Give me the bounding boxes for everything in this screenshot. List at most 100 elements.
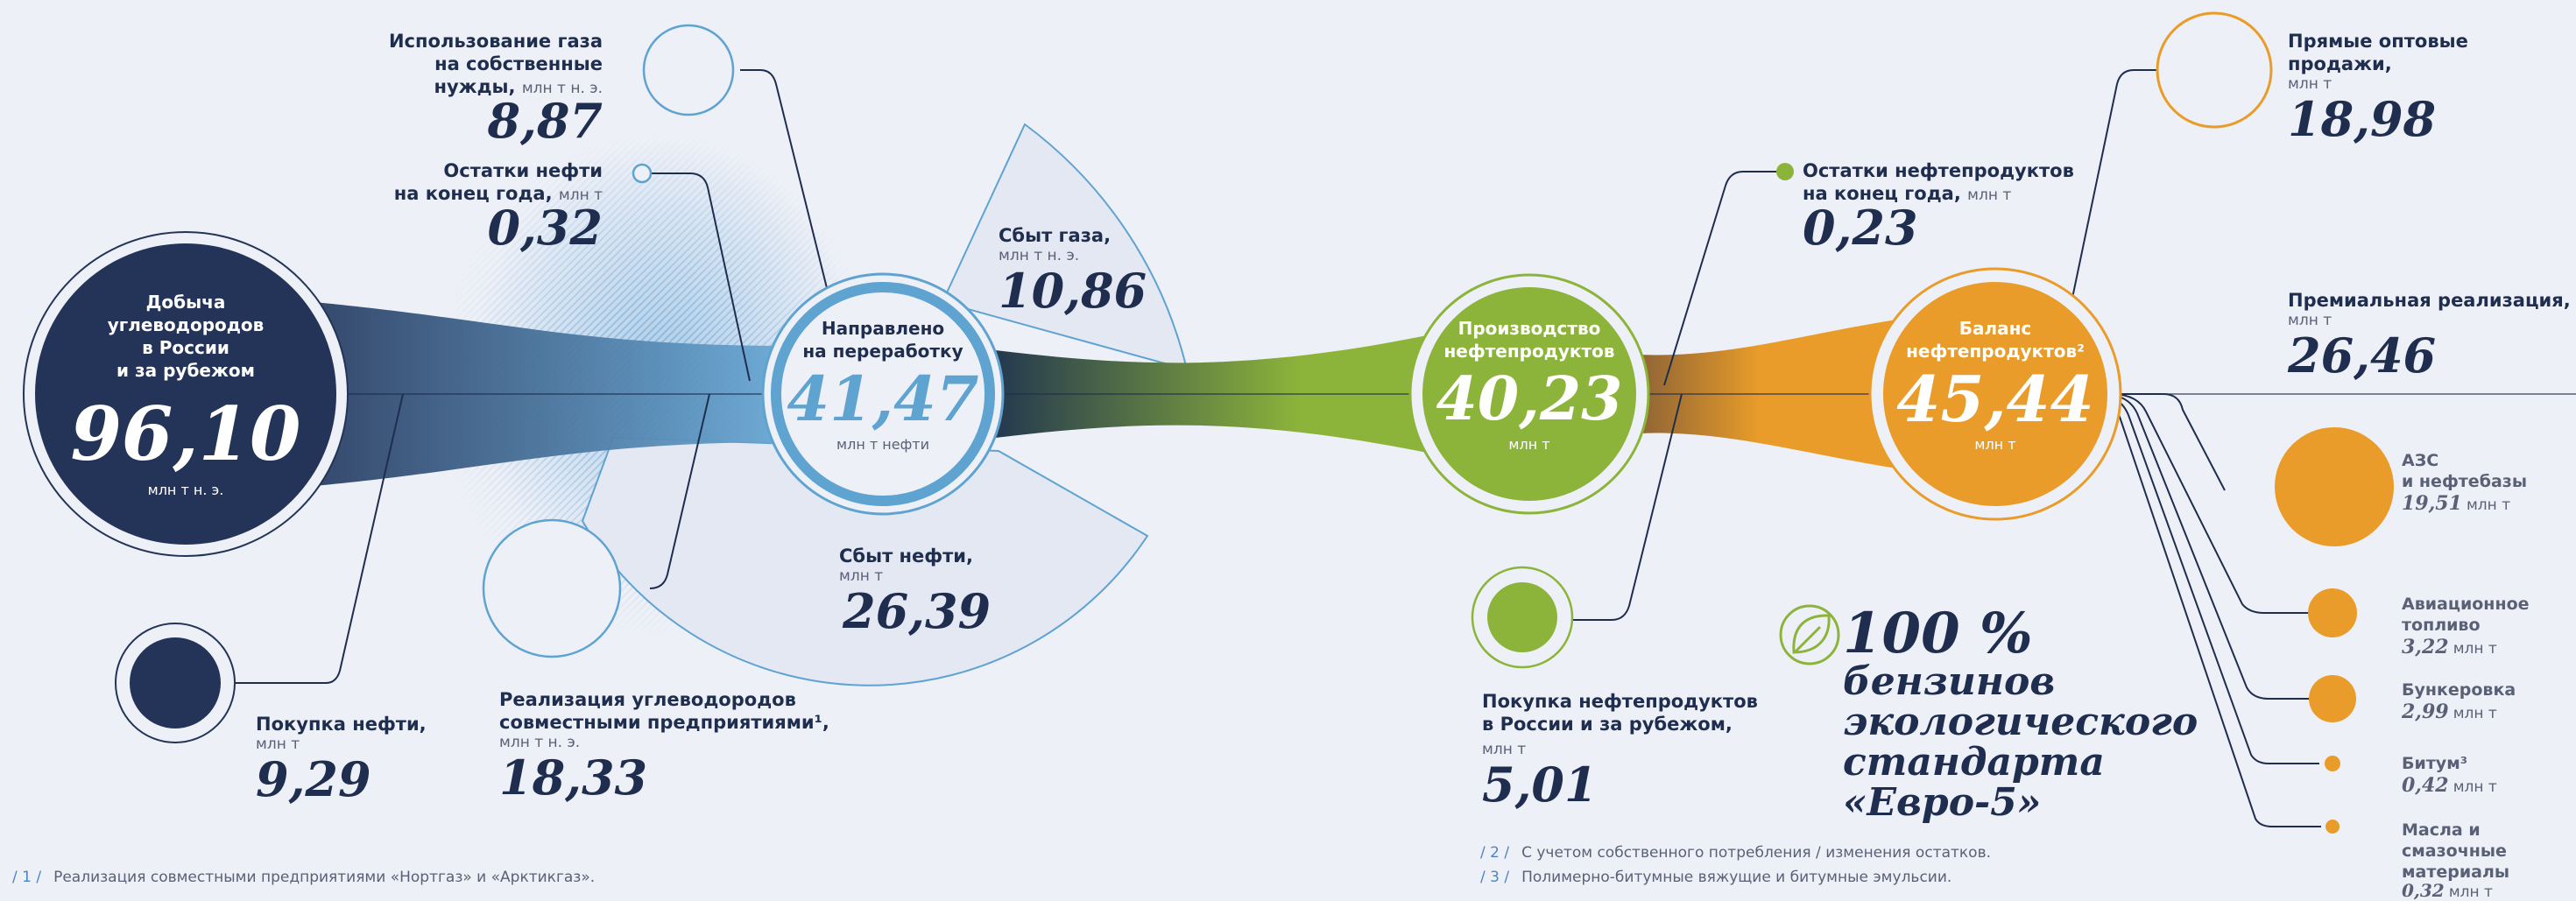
products-circle [1422, 287, 1636, 501]
premium-item-unit: млн т [2452, 778, 2497, 796]
premium-item-unit: млн т [2448, 883, 2493, 901]
jv-sales-block: Реализация углеводородов совместными пре… [499, 688, 829, 804]
product-purchase-block: Покупка нефтепродуктов в России и за руб… [1482, 690, 1758, 811]
balance-node: Баланс нефтепродуктов² 45,44 млн т [1881, 317, 2109, 453]
jv-sales-label: Реализация углеводородов [499, 689, 796, 710]
slogan-line: «Евро-5» [1843, 780, 2042, 825]
refining-value: 41,47 [787, 363, 979, 435]
oil-purchase-dot [130, 637, 221, 729]
premium-item-label: топливо [2402, 616, 2481, 635]
oil-stock-block: Остатки нефти на конец года, млн т 0,32 [385, 159, 603, 254]
slogan-line: бензинов [1843, 659, 2056, 704]
footnote-text: Реализация совместными предприятиями «Но… [53, 869, 596, 886]
premium-item-unit: млн т [2452, 640, 2497, 658]
product-stock-block: Остатки нефтепродуктов на конец года, мл… [1803, 159, 2074, 254]
gas-own-value: 8,87 [487, 93, 603, 149]
production-title-line: и за рубежом [116, 360, 255, 381]
oil-purchase-value: 9,29 [256, 751, 371, 807]
premium-item-aviation: Авиационное топливо 3,22 млн т [2402, 594, 2530, 658]
jv-sales-value: 18,33 [499, 750, 648, 806]
product-purchase-label: в России и за рубежом, [1482, 714, 1733, 735]
leaf-icon [1779, 604, 1840, 665]
balance-title: Баланс нефтепродуктов² [1881, 317, 2109, 363]
premium-item-bitumen: Битум³ 0,42 млн т [2402, 753, 2497, 797]
product-stock-label: на конец года, [1803, 183, 1961, 204]
oil-sales-value: 26,39 [843, 583, 992, 639]
oil-stock-label: на конец года, [393, 183, 553, 204]
premium-item-value: 2,99 [2402, 700, 2449, 723]
footnote-number: / 3 / [1480, 869, 1510, 886]
wholesale-circle [2156, 11, 2273, 129]
premium-item-label: Масла и смазочные [2402, 820, 2507, 861]
product-stock-value: 0,23 [1803, 200, 1918, 256]
oils-dot [2325, 820, 2340, 834]
footnote-text: С учетом собственного потребления / изме… [1521, 844, 1991, 862]
products-title: Производство нефтепродуктов [1424, 317, 1634, 363]
refining-title: Направлено на переработку [778, 317, 988, 363]
premium-item-value: 19,51 [2402, 492, 2462, 515]
production-node: Добыча углеводородов в России и за рубеж… [63, 291, 308, 498]
oil-sales-label: Сбыт нефти, [839, 546, 973, 567]
wholesale-label: продажи, [2288, 53, 2392, 74]
product-purchase-unit: млн т [1482, 741, 1527, 758]
oil-purchase-label: Покупка нефти, [256, 714, 427, 735]
premium-item-unit: млн т [2466, 496, 2511, 514]
premium-unit: млн т [2288, 312, 2333, 329]
gas-sales-sector [941, 123, 1189, 371]
production-title-line: Добыча [145, 292, 226, 313]
oil-stock-value: 0,32 [487, 200, 603, 256]
product-purchase-dot [1487, 582, 1557, 652]
gas-own-unit: млн т н. э. [521, 80, 603, 97]
products-title-line: нефтепродуктов [1443, 341, 1615, 362]
oil-purchase-block: Покупка нефти, млн т 9,29 [256, 713, 427, 806]
gas-sales-block: Сбыт газа, млн т н. э. 10,86 [999, 224, 1147, 317]
footnote-2: / 2 / С учетом собственного потребления /… [1480, 844, 1991, 862]
products-unit: млн т [1508, 436, 1550, 453]
footnote-1: / 1 / Реализация совместными предприятиям… [12, 869, 595, 886]
production-unit: млн т н. э. [147, 482, 224, 498]
premium-item-label: и нефтебазы [2402, 472, 2528, 491]
oil-stock-unit: млн т [558, 187, 603, 204]
gas-own-label: Использование газа [388, 31, 603, 52]
refining-title-line: на переработку [802, 341, 963, 362]
refining-node: Направлено на переработку 41,47 млн т не… [778, 317, 988, 453]
oil-sales-block: Сбыт нефти, млн т 26,39 [839, 545, 991, 637]
jv-sales-circle [482, 518, 622, 658]
balance-value: 45,44 [1896, 362, 2094, 436]
balance-title-line: Баланс [1958, 318, 2032, 339]
bunkering-dot [2309, 675, 2356, 722]
premium-value: 26,46 [2288, 327, 2437, 384]
oil-purchase-unit: млн т [256, 736, 300, 753]
wholesale-unit: млн т [2288, 75, 2333, 93]
aviation-dot [2308, 588, 2357, 637]
wholesale-value: 18,98 [2288, 91, 2437, 147]
refining-ring [771, 282, 995, 506]
production-title-line: в России [142, 337, 229, 358]
production-value: 96,10 [70, 391, 301, 477]
product-stock-dot [1776, 163, 1794, 180]
premium-item-label: Авиационное [2402, 595, 2530, 614]
gas-own-label: на собственные [434, 53, 603, 74]
footnote-text: Полимерно-битумные вяжущие и битумные эм… [1521, 869, 1952, 886]
slogan-percent: 100 % [1843, 601, 2033, 666]
premium-item-azs: АЗС и нефтебазы 19,51 млн т [2402, 450, 2527, 515]
gas-own-circle [642, 24, 735, 116]
production-circle [35, 243, 336, 545]
slogan-line: экологического [1843, 700, 2198, 744]
premium-item-oils: Масла и смазочные материалы 0,32 млн т [2402, 820, 2576, 900]
premium-item-label: Битум³ [2402, 754, 2468, 773]
gas-sales-label: Сбыт газа, [999, 225, 1112, 246]
premium-item-unit: млн т [2452, 705, 2497, 722]
oil-stock-circle [632, 163, 653, 184]
refining-title-line: Направлено [821, 318, 945, 339]
balance-title-line: нефтепродуктов² [1906, 341, 2085, 362]
product-stock-label: Остатки нефтепродуктов [1803, 160, 2074, 181]
product-stock-unit: млн т [1967, 187, 2012, 204]
footnote-3: / 3 / Полимерно-битумные вяжущие и битумн… [1480, 869, 1951, 886]
gas-sales-value: 10,86 [999, 263, 1147, 319]
premium-label: Премиальная реализация, [2288, 290, 2571, 311]
slogan-line: стандарта [1843, 740, 2105, 785]
bitumen-dot [2325, 756, 2340, 771]
premium-item-value: 3,22 [2402, 636, 2449, 658]
